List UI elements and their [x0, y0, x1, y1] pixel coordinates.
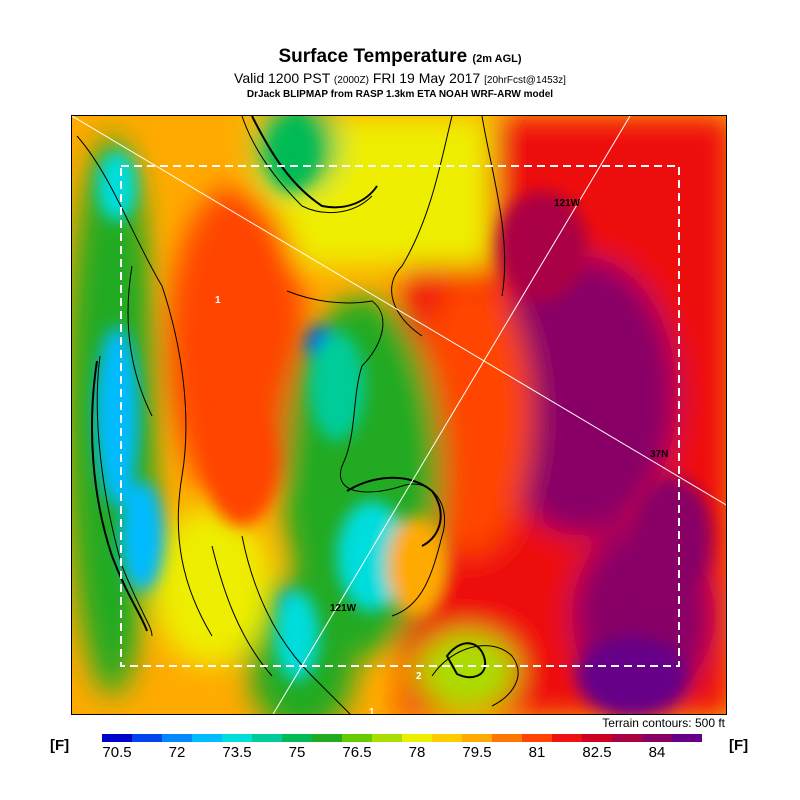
yellow-south: [417, 631, 517, 711]
colorbar-tick-label: 73.5: [222, 744, 252, 761]
forecast-info: [20hrFcst@1453z]: [484, 75, 566, 86]
colorbar-tick-label: 76.5: [342, 744, 372, 761]
colorbar-tick-label: 75: [288, 744, 306, 761]
map-frame[interactable]: 121W 121W 37N 1 2 1: [71, 115, 727, 715]
thick-contours: [91, 116, 487, 679]
terrain-contour: [431, 645, 519, 707]
colorbar-swatch: [132, 734, 162, 742]
title-block: Surface Temperature (2m AGL) Valid 1200 …: [0, 46, 800, 101]
temperature-map[interactable]: [72, 116, 727, 715]
colorbar: [102, 734, 702, 742]
cyan-southwest-lobe: [120, 481, 164, 591]
colorbar-swatch: [372, 734, 402, 742]
colorbar-swatch: [312, 734, 342, 742]
terrain-contour: [481, 116, 506, 297]
colorbar-swatch: [252, 734, 282, 742]
colorbar-tick-label: 82.5: [582, 744, 612, 761]
terrain-contour: [96, 355, 153, 637]
red-center: [412, 276, 532, 556]
colorbar-labels: 70.5 72 73.5 75 76.5 78 79.5 81 82.5 84: [102, 744, 702, 764]
colorbar-unit-right: [F]: [729, 737, 749, 754]
colorbar-swatch: [162, 734, 192, 742]
terrain-contour: [241, 535, 351, 714]
colorbar-swatch: [492, 734, 522, 742]
inner-domain-box: [120, 165, 680, 667]
colorbar-swatch: [552, 734, 582, 742]
colorbar-swatch: [432, 734, 462, 742]
lon-label-bottom: 121W: [330, 603, 357, 614]
valid-zulu: (2000Z): [333, 75, 369, 86]
terrain-contour: [286, 290, 446, 617]
colorbar-tick-label: 81: [528, 744, 546, 761]
lon-label-top: 121W: [554, 198, 581, 209]
thick-temperature-contour: [445, 642, 487, 679]
longitude-line: [272, 116, 631, 714]
lat-label-right: 37N: [650, 449, 669, 460]
valid-date: FRI 19 May 2017: [372, 70, 481, 86]
marker-2: 2: [416, 671, 422, 682]
temperature-field-fine: [95, 121, 712, 714]
cyan-central: [309, 331, 365, 441]
colorbar-swatch: [642, 734, 672, 742]
terrain-contour: [391, 116, 453, 337]
marker-1: 1: [215, 295, 221, 306]
latitude-line: [72, 116, 726, 506]
red-northwest-ridge: [167, 186, 307, 506]
valid-time: Valid 1200 PST (2000Z) FRI 19 May 2017 […: [0, 70, 800, 89]
cyan-south-cell: [275, 591, 319, 681]
colorbar-tick-label: 72: [168, 744, 186, 761]
colorbar-swatch: [402, 734, 432, 742]
title-main: Surface Temperature: [278, 46, 468, 67]
colorbar-tick-label: 79.5: [462, 744, 492, 761]
yellow-southwest: [152, 506, 272, 666]
colorbar-tick-label: 84: [648, 744, 666, 761]
colorbar-swatch: [192, 734, 222, 742]
purple-east-core: [487, 256, 677, 536]
model-info: DrJack BLIPMAP from RASP 1.3km ETA NOAH …: [246, 89, 554, 100]
cyan-northwest: [97, 151, 137, 221]
colorbar-tick-label: 78: [408, 744, 426, 761]
valid-prefix: Valid 1200 PST: [234, 70, 331, 86]
purple-southeast-core: [577, 636, 687, 714]
colorbar-swatch: [582, 734, 612, 742]
terrain-contour: [127, 265, 153, 417]
colorbar-swatch: [462, 734, 492, 742]
colorbar-swatch: [522, 734, 552, 742]
red-westcentral: [207, 406, 277, 526]
cyan-west-lobe: [95, 326, 139, 506]
yellow-green-north: [267, 121, 317, 191]
colorbar-swatch: [222, 734, 252, 742]
colorbar-swatch: [672, 734, 702, 742]
colorbar-swatch: [342, 734, 372, 742]
title-suffix: (2m AGL): [472, 53, 522, 65]
chart-title: Surface Temperature (2m AGL): [0, 46, 800, 70]
colorbar-swatch: [282, 734, 312, 742]
terrain-contour: [211, 545, 273, 677]
thick-temperature-contour: [251, 116, 378, 209]
terrain-contour: [241, 116, 373, 214]
colorbar-swatch: [612, 734, 642, 742]
terrain-contours: [76, 116, 519, 714]
purple-east: [632, 476, 712, 596]
colorbar-tick-label: 70.5: [102, 744, 132, 761]
colorbar-swatch: [102, 734, 132, 742]
purple-northeast: [497, 191, 587, 301]
orange-central: [387, 516, 447, 616]
colorbar-unit-left: [F]: [50, 737, 70, 754]
thick-temperature-contour: [91, 360, 148, 632]
terrain-contour-note: Terrain contours: 500 ft: [602, 716, 725, 730]
lon-fragment-bottom: 1: [369, 707, 375, 715]
thick-temperature-contour: [346, 476, 442, 547]
